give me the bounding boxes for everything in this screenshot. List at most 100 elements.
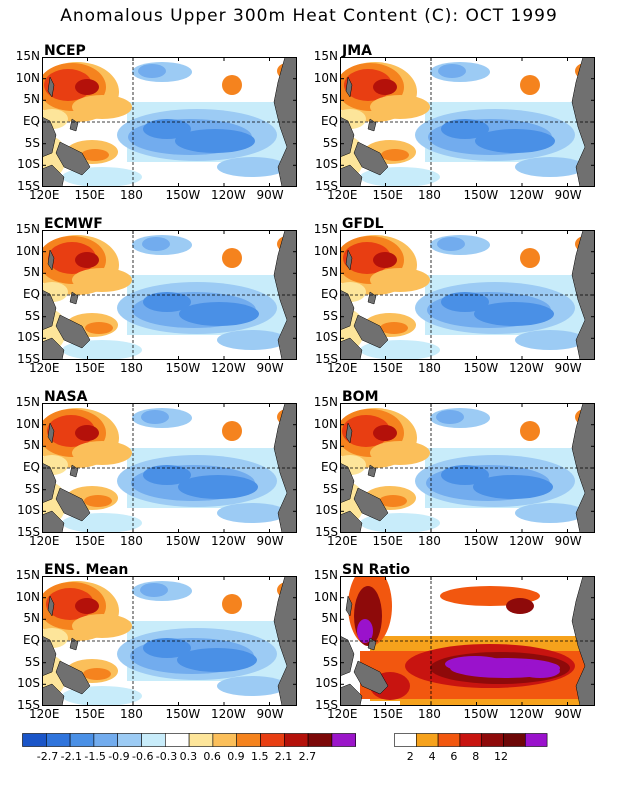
colorbar-label: -2.7 [36,750,59,763]
lat-label: EQ [22,633,40,647]
map-plot [340,230,595,360]
colorbar-label: -1.5 [84,750,106,763]
map-plot [42,57,297,187]
lon-label: 120E [327,707,358,721]
lat-label: 15N [15,568,40,582]
lat-label: 15S [17,698,40,712]
lat-label: 15S [315,352,338,366]
lon-label: 150W [463,707,499,721]
lat-label: 10N [313,589,338,604]
lat-label: 5N [23,265,40,280]
lat-label: 10S [17,157,40,172]
lat-label: 5N [321,438,338,453]
lat-label: 15N [313,568,338,582]
lon-label: 150E [372,534,404,548]
colorbar-swatches [22,733,356,747]
lat-label: 15N [15,222,40,236]
lat-label: 15S [315,179,338,193]
panel-nasa: NASA 15N 10N 5N EQ 5S 10S 15S 120E 150E 180 150W 12… [16,389,340,561]
lat-label: 5S [24,481,40,496]
colorbar-label: 8 [472,750,480,763]
lon-label: 180 [120,361,143,375]
panel-title: ECMWF [44,216,103,232]
lon-label: 180 [418,534,441,548]
lat-label: 15S [315,525,338,539]
colorbar-label: 2.7 [298,750,317,763]
lon-label: 150W [165,534,201,548]
colorbar-swatch [437,733,461,747]
colorbar-swatches [394,733,548,747]
lat-label: 5N [23,438,40,453]
lat-label: 15N [15,49,40,63]
map-plot [42,403,297,533]
colorbar-swatch [307,733,333,747]
lon-label: 120W [211,534,246,548]
lat-label: 15S [17,352,40,366]
lat-label: EQ [22,460,40,474]
colorbar-label: -0.6 [132,750,154,763]
lat-label: 5S [322,308,338,323]
colorbar-label: 2 [406,750,414,763]
lon-label: 120W [509,707,544,721]
colorbar-swatch [212,733,237,747]
lat-label: 5N [321,265,338,280]
lon-label: 90W [554,188,582,202]
lat-label: 15N [15,395,40,409]
lat-label: 10S [315,157,338,172]
colorbar-swatch [117,733,142,747]
lon-label: 90W [554,707,582,721]
colorbar-swatch [394,733,417,747]
lon-label: 180 [418,188,441,202]
lat-label: 15S [17,179,40,193]
lat-label: 10N [313,416,338,431]
lon-label: 150W [463,361,499,375]
map-plot [340,576,595,706]
panel-bom: BOM 15N 10N 5N EQ 5S 10S 15S 120E 150E 180 150W 120… [314,389,618,561]
lon-label: 120E [29,534,60,548]
lon-label: 180 [120,707,143,721]
colorbar-label: 6 [450,750,458,763]
lat-label: 5S [322,481,338,496]
lat-label: 5S [322,135,338,150]
lat-label: EQ [22,114,40,128]
lat-label: 5S [24,135,40,150]
lon-label: 120W [509,188,544,202]
lat-label: EQ [22,287,40,301]
lon-label: 120W [211,361,246,375]
colorbar-swatch [93,733,119,747]
panel-title: JMA [342,43,372,59]
colorbar-label: -0.9 [108,750,130,763]
lat-label: 10N [15,589,40,604]
lon-label: 180 [120,534,143,548]
lon-label: 120E [327,361,358,375]
lon-label: 120W [211,188,246,202]
lon-label: 180 [418,707,441,721]
map-plot [42,230,297,360]
lon-label: 150E [74,361,106,375]
colorbar-swatch [415,733,439,747]
panel-ecmwf: ECMWF 15N 10N 5N EQ 5S 10S 15S 120E 150E 180 150W 1… [16,216,340,388]
lon-label: 180 [418,361,441,375]
colorbar-swatch [260,733,285,747]
lon-label: 120E [29,188,60,202]
lon-label: 120E [327,534,358,548]
lon-label: 150E [74,707,106,721]
lat-label: EQ [320,633,338,647]
colorbar-swatch [525,733,548,747]
lat-label: 5N [23,92,40,107]
lat-label: 10S [315,503,338,518]
colorbar-swatch [331,733,356,747]
lat-label: 15N [313,49,338,63]
colorbar-swatch [459,733,483,747]
lat-label: 15S [315,698,338,712]
colorbar-label: 1.5 [251,750,269,763]
panel-gfdl: GFDL 15N 10N 5N EQ 5S 10S 15S 120E 150E 180 150W 12… [314,216,618,388]
colorbar-swatch [481,733,504,747]
lon-label: 120E [29,707,60,721]
lat-label: EQ [320,114,338,128]
lon-label: 150E [372,361,404,375]
lat-label: 5N [23,611,40,626]
panel-ens-mean: ENS. Mean 15N 10N 5N EQ 5S 10S 15S 120E 150E 180 1… [16,562,340,734]
panel-jma: JMA 15N 10N 5N EQ 5S 10S 15S 120E 150E 180 150W 120… [314,43,618,215]
lon-label: 90W [256,361,284,375]
